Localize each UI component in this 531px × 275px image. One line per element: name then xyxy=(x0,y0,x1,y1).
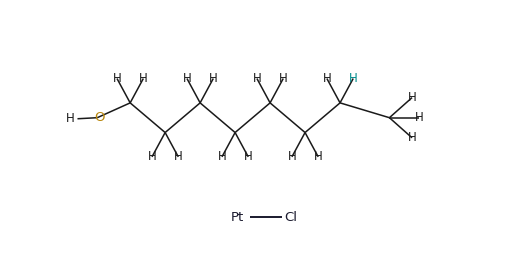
Text: H: H xyxy=(322,72,331,85)
Text: H: H xyxy=(148,150,156,163)
Text: H: H xyxy=(66,112,74,125)
Text: O: O xyxy=(94,111,105,124)
Text: H: H xyxy=(113,72,122,85)
Text: Cl: Cl xyxy=(284,211,297,224)
Text: H: H xyxy=(174,150,183,163)
Text: H: H xyxy=(349,72,357,85)
Text: Pt: Pt xyxy=(230,211,244,224)
Text: H: H xyxy=(408,131,416,144)
Text: H: H xyxy=(218,150,226,163)
Text: H: H xyxy=(415,111,423,124)
Text: H: H xyxy=(253,72,261,85)
Text: H: H xyxy=(244,150,253,163)
Text: H: H xyxy=(209,72,218,85)
Text: H: H xyxy=(279,72,288,85)
Text: H: H xyxy=(408,91,416,104)
Text: H: H xyxy=(287,150,296,163)
Text: H: H xyxy=(183,72,191,85)
Text: H: H xyxy=(314,150,323,163)
Text: H: H xyxy=(139,72,148,85)
